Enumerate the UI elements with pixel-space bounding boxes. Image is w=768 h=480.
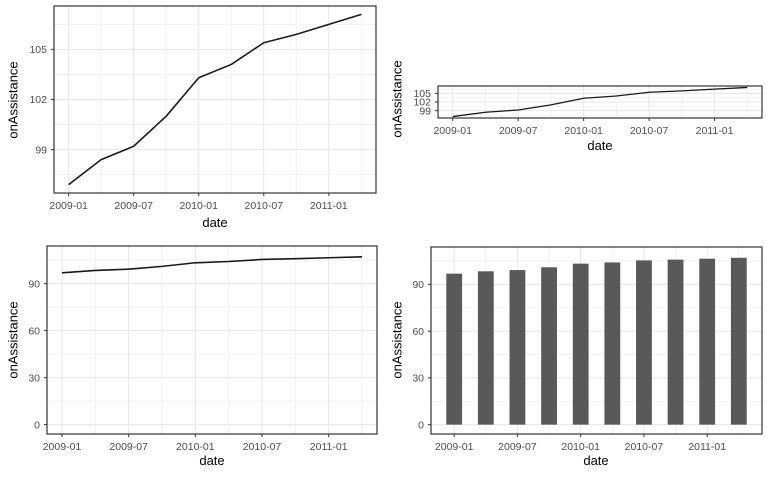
y-tick-labels: 0 30 60 90 [28, 278, 40, 431]
bar [730, 257, 747, 425]
bar [446, 273, 463, 425]
bar [509, 270, 526, 425]
bar [699, 258, 716, 425]
chart-bottom-left-line: 0 30 60 90 2009-01 2009-07 2010-01 2010-07 2011-… [0, 240, 384, 480]
grid-major [438, 86, 762, 118]
x-tick-label: 2009-01 [433, 125, 472, 137]
data-line [452, 86, 748, 118]
grid-major [47, 246, 377, 434]
grid-major [54, 6, 376, 193]
x-tick-label: 2010-01 [176, 441, 215, 453]
x-tick-label: 2010-07 [245, 200, 284, 212]
axis-ticks [44, 283, 330, 437]
y-tick-label: 60 [412, 326, 424, 338]
x-tick-label: 2011-01 [688, 441, 726, 453]
y-tick-label: 0 [34, 419, 40, 431]
x-tick-labels: 2009-01 2009-07 2010-01 2010-07 2011-01 [433, 125, 733, 137]
plot-canvas-bottom-right: 0 30 60 90 2009-01 2009-07 2010-01 2010-07 2011-… [412, 246, 763, 453]
x-axis-title: date [587, 138, 613, 153]
x-tick-label: 2009-01 [43, 441, 82, 453]
y-tick-label: 30 [412, 373, 424, 385]
bar [604, 262, 621, 425]
x-tick-label: 2010-07 [630, 125, 669, 137]
x-tick-labels: 2009-01 2009-07 2010-01 2010-07 2011-01 [49, 200, 348, 212]
panel-border [430, 246, 763, 435]
bars [446, 257, 747, 425]
chart-bottom-right-bar: 0 30 60 90 2009-01 2009-07 2010-01 2010-07 2011-… [384, 240, 768, 480]
x-tick-label: 2009-01 [49, 200, 88, 212]
x-tick-label: 2010-07 [243, 441, 282, 453]
y-axis-title: onAssistance [5, 61, 21, 139]
x-tick-label: 2009-07 [498, 441, 537, 453]
y-tick-label: 0 [418, 419, 424, 431]
x-tick-label: 2010-01 [179, 200, 218, 212]
x-tick-label: 2011-01 [310, 200, 348, 212]
x-tick-label: 2009-07 [499, 125, 538, 137]
y-tick-labels: 0 30 60 90 [412, 279, 424, 431]
x-tick-label: 2009-07 [109, 441, 148, 453]
y-axis-title: onAssistance [389, 60, 405, 138]
grid-minor [47, 246, 377, 434]
x-tick-labels: 2009-01 2009-07 2010-01 2010-07 2011-01 [43, 441, 348, 453]
panel-border [46, 245, 378, 435]
y-tick-label: 99 [35, 144, 47, 156]
data-line [68, 13, 362, 186]
bar [572, 263, 589, 425]
y-tick-label: 90 [28, 278, 40, 290]
y-tick-label: 102 [29, 94, 47, 106]
axis-ticks [51, 48, 330, 196]
x-tick-label: 2010-07 [625, 441, 664, 453]
x-tick-label: 2009-01 [435, 441, 474, 453]
x-tick-label: 2010-01 [564, 125, 603, 137]
x-axis-title: date [199, 453, 225, 468]
y-tick-label: 105 [29, 44, 47, 56]
bar [541, 267, 557, 425]
x-tick-label: 2011-01 [696, 125, 734, 137]
bar [636, 260, 652, 425]
chart-top-left-line: 99 102 105 2009-01 2009-07 2010-01 2010-07 2011… [0, 0, 384, 240]
x-tick-labels: 2009-01 2009-07 2010-01 2010-07 2011-01 [435, 441, 726, 453]
panel-background [47, 246, 377, 434]
plot-canvas-bottom-left: 0 30 60 90 2009-01 2009-07 2010-01 2010-07 2011-… [28, 245, 378, 453]
y-tick-labels: 99 102 105 [29, 44, 47, 156]
y-axis-title: onAssistance [389, 301, 405, 379]
data-line [61, 256, 363, 274]
chart-top-right-line-compressed: 99 102 105 2009-01 2009-07 2010-01 2010-07 2011… [384, 0, 768, 240]
x-tick-label: 2011-01 [310, 441, 348, 453]
y-tick-label: 99 [419, 105, 431, 117]
x-axis-title: date [202, 215, 228, 230]
y-tick-label: 102 [413, 97, 431, 109]
bar [477, 271, 494, 425]
y-axis-title: onAssistance [5, 301, 21, 379]
bar [667, 259, 684, 425]
y-tick-label: 90 [412, 279, 424, 291]
y-tick-label: 60 [28, 325, 40, 337]
axis-ticks [435, 92, 716, 121]
x-axis-title: date [583, 453, 609, 468]
axis-ticks [428, 283, 708, 437]
x-tick-label: 2009-07 [114, 200, 153, 212]
grid-minor [54, 6, 376, 193]
y-tick-label: 30 [28, 372, 40, 384]
x-tick-label: 2010-01 [561, 441, 600, 453]
y-tick-label: 105 [413, 88, 431, 100]
plot-canvas-top-left: 99 102 105 2009-01 2009-07 2010-01 2010-07 2011… [29, 5, 377, 212]
